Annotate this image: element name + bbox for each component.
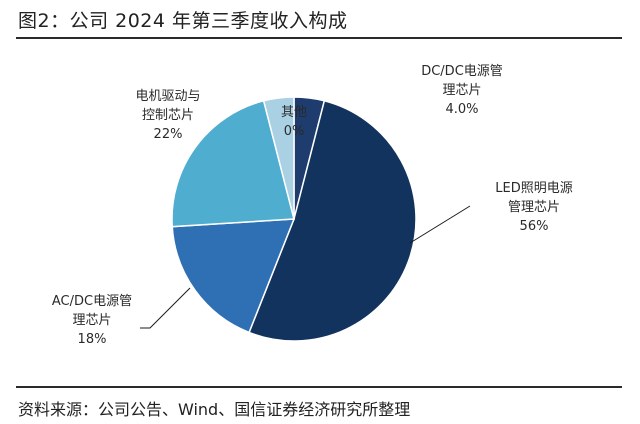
chart-title: 图2：公司 2024 年第三季度收入构成 xyxy=(18,10,348,32)
slice-label-led-percent: 56% xyxy=(520,219,549,234)
source-note: 资料来源：公司公告、Wind、国信证券经济研究所整理 xyxy=(18,400,411,419)
slice-label-other-line-1: 其他 xyxy=(281,105,307,120)
slice-label-other-percent: 0% xyxy=(284,124,305,139)
slice-label-led-line-2: 管理芯片 xyxy=(508,200,560,215)
slice-label-acdc-percent: 18% xyxy=(78,332,107,347)
top-divider xyxy=(16,37,622,39)
slice-label-acdc-line-2: 理芯片 xyxy=(72,313,111,328)
slice-label-acdc-line-1: AC/DC电源管 xyxy=(52,294,132,309)
slice-label-led-line-1: LED照明电源 xyxy=(495,181,572,196)
slice-label-motor-percent: 22% xyxy=(154,127,183,142)
leader-line-led xyxy=(409,205,471,244)
pie-slice-other xyxy=(262,96,295,220)
pie-slice-led xyxy=(248,99,417,342)
bottom-divider xyxy=(16,386,622,388)
slice-label-dcdc-line-2: 理芯片 xyxy=(442,83,481,98)
slice-label-dcdc-percent: 4.0% xyxy=(445,102,478,117)
slice-label-motor-line-1: 电机驱动与 xyxy=(135,89,200,104)
pie-slice-motor xyxy=(171,99,295,228)
leader-line-acdc xyxy=(140,287,191,329)
slice-label-dcdc-line-1: DC/DC电源管 xyxy=(421,64,503,79)
slice-label-motor-line-2: 控制芯片 xyxy=(142,108,194,123)
pie-slice-acdc xyxy=(171,218,296,334)
